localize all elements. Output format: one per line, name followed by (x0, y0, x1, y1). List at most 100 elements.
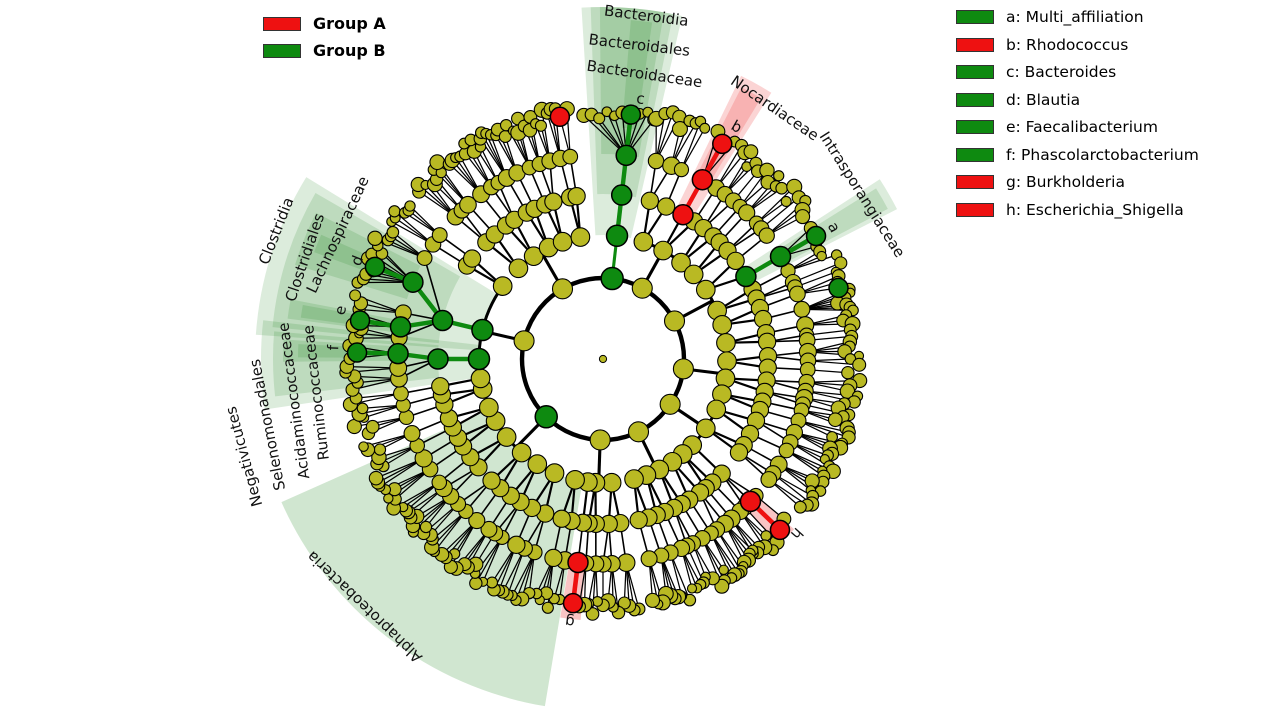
taxon-node (592, 595, 603, 607)
taxon-node (471, 318, 494, 342)
taxon-node (695, 418, 716, 439)
taxon-node (735, 265, 757, 288)
taxon-node (549, 106, 571, 128)
taxon-letter-g: g (564, 612, 576, 631)
taxon-node (467, 347, 491, 371)
taxon-node (552, 231, 573, 252)
branch-edge (482, 537, 503, 583)
taxon-node (653, 240, 673, 261)
taxon-node (629, 510, 648, 530)
taxon-node (364, 256, 386, 278)
taxon-node (486, 576, 499, 589)
taxon-node (620, 104, 642, 125)
taxon-node (480, 520, 498, 538)
legend-label: g: Burkholderia (1006, 173, 1125, 191)
legend-item: b: Rhodococcus (956, 36, 1199, 54)
taxon-node (743, 144, 759, 160)
taxon-node (647, 152, 665, 170)
legend-swatch-icon (263, 16, 301, 31)
taxon-node (427, 348, 449, 370)
taxon-node (431, 309, 454, 332)
taxon-node (841, 365, 855, 380)
taxon-node (482, 471, 501, 490)
taxon-node (640, 550, 658, 568)
taxon-node (769, 245, 792, 268)
taxon-node (828, 277, 849, 299)
taxon-node (469, 576, 483, 590)
taxon-node (431, 227, 448, 244)
taxon-letter-c: c (635, 89, 646, 108)
taxon-node (570, 227, 591, 247)
taxon-node (726, 251, 745, 271)
branch-edge (655, 112, 674, 162)
taxon-node (562, 148, 579, 165)
taxon-node (431, 377, 450, 396)
root-node (598, 354, 608, 364)
branch-edge (354, 416, 407, 428)
taxon-node (699, 122, 711, 134)
taxon-node (663, 310, 686, 332)
legend-label: b: Rhodococcus (1006, 35, 1129, 54)
taxon-node (349, 310, 371, 331)
taxa-legend: a: Multi_affiliation b: Rhodococcus c: Bac… (956, 8, 1199, 219)
taxon-node (627, 421, 650, 443)
taxon-node (773, 170, 785, 182)
branch-edge (541, 109, 551, 162)
taxon-node (805, 225, 827, 247)
taxon-node (346, 342, 368, 363)
legend-item: h: Escherichia_Shigella (956, 201, 1199, 219)
taxon-node (404, 200, 416, 212)
taxon-node (758, 227, 775, 244)
taxon-node (507, 535, 526, 554)
legend-item: Group B (263, 41, 386, 60)
taxon-node (544, 463, 565, 483)
taxon-node (691, 168, 714, 191)
taxon-node (760, 530, 772, 542)
legend-item: a: Multi_affiliation (956, 8, 1199, 26)
taxon-node (567, 186, 586, 206)
taxon-node (565, 469, 585, 490)
taxon-letter-f: f (324, 344, 342, 351)
branch-edge (792, 262, 841, 283)
taxon-node (389, 316, 412, 338)
taxon-node (373, 443, 387, 456)
legend-label: c: Bacteroides (1006, 63, 1117, 81)
taxon-node (393, 385, 409, 402)
taxon-node (816, 250, 827, 262)
taxon-node (656, 197, 676, 216)
taxon-node (541, 601, 554, 614)
taxon-node (631, 277, 653, 299)
taxon-letter-e: e (331, 304, 350, 316)
branch-edge (423, 257, 444, 321)
taxon-node (459, 195, 477, 214)
taxon-node (388, 205, 401, 218)
taxon-node (729, 443, 749, 462)
taxon-node (834, 256, 848, 270)
taxon-node (403, 424, 421, 442)
taxon-node (386, 225, 400, 239)
legend-swatch-icon (263, 43, 301, 58)
taxon-node (551, 278, 574, 300)
legend-swatch-icon (956, 202, 994, 217)
taxon-node (617, 596, 631, 610)
taxon-node (712, 133, 733, 155)
taxon-node (358, 441, 369, 452)
legend-swatch-icon (956, 37, 994, 52)
legend-label: a: Multi_affiliation (1006, 8, 1144, 26)
taxon-node (431, 474, 448, 491)
taxon-node (615, 144, 637, 167)
taxon-node (419, 520, 433, 534)
taxon-node (624, 469, 644, 489)
taxon-node (671, 121, 688, 138)
branch-edge (787, 254, 837, 272)
legend-swatch-icon (956, 147, 994, 162)
taxon-node (356, 402, 369, 415)
taxon-node (544, 548, 563, 568)
branch-edge (433, 510, 467, 552)
legend-label: Group B (313, 41, 386, 60)
taxon-node (706, 399, 727, 420)
taxon-node (712, 314, 733, 335)
taxon-node (492, 276, 513, 296)
taxon-node (789, 285, 806, 303)
